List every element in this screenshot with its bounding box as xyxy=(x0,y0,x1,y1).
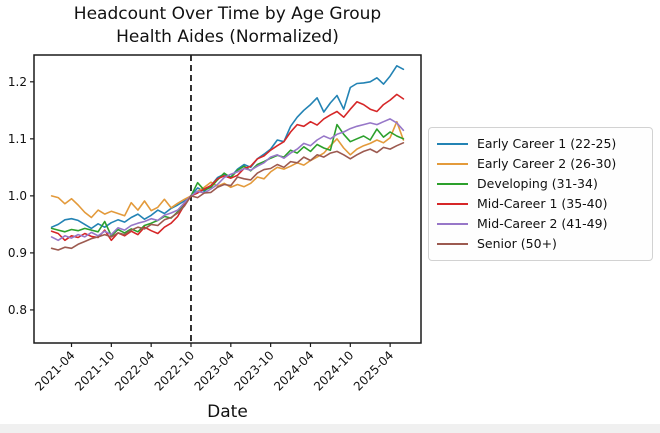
legend-item-2: Early Career 2 (26-30) xyxy=(437,154,644,174)
y-tick-label: 1.2 xyxy=(8,75,27,89)
chart-title-line2: Health Aides (Normalized) xyxy=(116,27,339,47)
legend-swatch xyxy=(437,143,468,145)
x-tick-label: 2025-04 xyxy=(351,348,396,393)
series-line-6 xyxy=(50,142,405,251)
series-line-5 xyxy=(50,118,405,242)
legend-item-1: Early Career 1 (22-25) xyxy=(437,134,644,154)
legend-label: Mid-Career 1 (35-40) xyxy=(477,195,608,211)
x-tick-label: 2022-10 xyxy=(152,348,197,393)
bottom-strip xyxy=(0,424,660,433)
legend-item-4: Mid-Career 1 (35-40) xyxy=(437,194,644,214)
x-tick-label: 2023-10 xyxy=(231,348,276,393)
legend-label: Developing (31-34) xyxy=(477,175,598,191)
x-tick-label: 2024-10 xyxy=(311,348,356,393)
x-tick-label: 2024-04 xyxy=(271,348,316,393)
legend-label: Senior (50+) xyxy=(477,235,557,251)
chart-title: Headcount Over Time by Age Group Health … xyxy=(34,3,421,49)
x-tick-label: 2022-04 xyxy=(112,348,157,393)
x-tick-label: 2021-10 xyxy=(72,348,117,393)
legend-item-6: Senior (50+) xyxy=(437,234,644,254)
series-line-1 xyxy=(50,65,405,230)
legend-label: Mid-Career 2 (41-49) xyxy=(477,215,608,231)
y-tick-label: 1.1 xyxy=(8,132,27,146)
legend-item-3: Developing (31-34) xyxy=(437,174,644,194)
legend-swatch xyxy=(437,163,468,165)
y-tick-label: 0.9 xyxy=(8,246,27,260)
legend-swatch xyxy=(437,243,468,245)
legend-label: Early Career 2 (26-30) xyxy=(477,155,617,171)
legend-swatch xyxy=(437,183,468,185)
series-line-2 xyxy=(50,120,405,219)
series-line-3 xyxy=(50,123,405,237)
x-tick-label: 2023-04 xyxy=(192,348,237,393)
legend-box: Early Career 1 (22-25) Early Career 2 (26… xyxy=(428,127,653,261)
x-tick-label: 2021-04 xyxy=(32,348,77,393)
chart-title-line1: Headcount Over Time by Age Group xyxy=(73,4,382,24)
legend-label: Early Career 1 (22-25) xyxy=(477,135,617,151)
x-axis-label: Date xyxy=(207,402,248,422)
y-tick-label: 0.8 xyxy=(8,303,27,317)
y-tick-label: 1.0 xyxy=(8,189,27,203)
legend-swatch xyxy=(437,203,468,205)
legend-swatch xyxy=(437,223,468,225)
legend-item-5: Mid-Career 2 (41-49) xyxy=(437,214,644,234)
plot-frame xyxy=(33,54,422,344)
series-line-4 xyxy=(50,93,405,242)
